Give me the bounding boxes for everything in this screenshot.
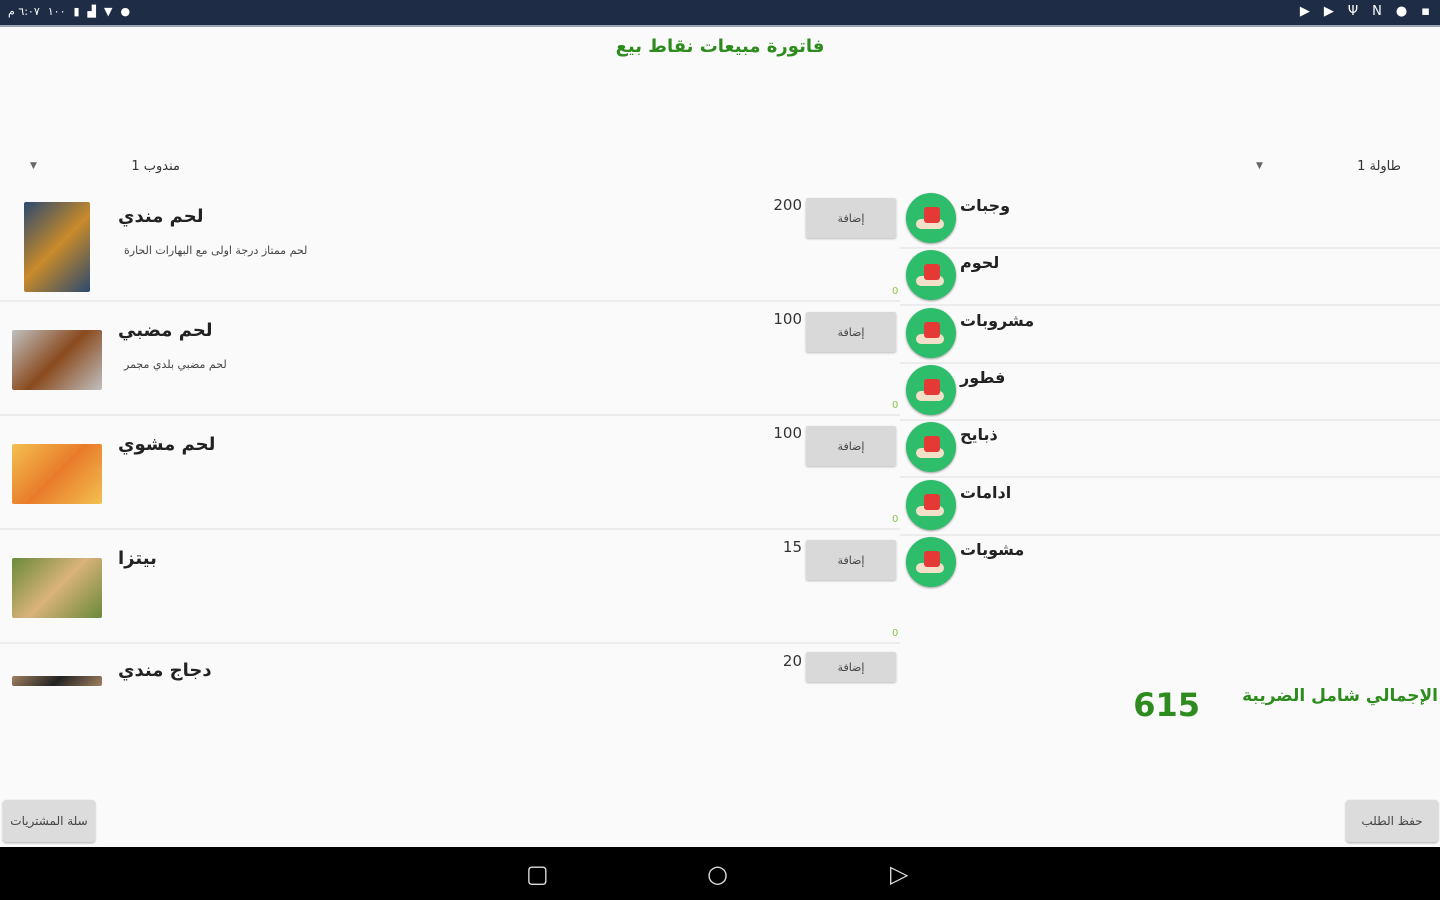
product-price: 15	[782, 538, 802, 556]
food-category-icon	[906, 193, 956, 243]
table-value: طاولة 1	[1357, 158, 1401, 174]
product-price: 200	[773, 196, 802, 214]
battery-icon: ▮	[73, 5, 80, 18]
category-label: مشروبات	[960, 310, 1035, 330]
category-item[interactable]: وجبات	[900, 192, 1440, 249]
play-store-icon: ▶	[1323, 4, 1334, 19]
food-category-icon	[906, 364, 956, 415]
category-label: وجبات	[960, 196, 1011, 215]
cart-button[interactable]: سلة المشتريات	[3, 800, 95, 842]
product-image	[24, 202, 90, 292]
product-row[interactable]: لحم مندي لحم ممتاز درجة اولى مع البهارات…	[0, 190, 900, 302]
product-quantity: 0	[892, 400, 899, 411]
nfc-icon: N	[1372, 4, 1382, 19]
product-row[interactable]: بيتزا 15 إضافة 0	[0, 532, 900, 644]
food-category-icon	[906, 422, 956, 473]
delegate-spinner[interactable]: مندوب 1 ▼	[30, 155, 180, 177]
dropdown-arrow-icon: ▼	[1256, 161, 1263, 171]
product-name: لحم مضبي	[118, 320, 213, 341]
product-image	[12, 444, 102, 504]
page-title: فاتورة مبيعات نقاط بيع	[615, 36, 825, 57]
product-row[interactable]: دجاج مندي 20 إضافة	[0, 646, 900, 696]
back-icon[interactable]: ▷	[890, 860, 909, 888]
product-price: 100	[773, 424, 802, 442]
dropdown-arrow-icon: ▼	[30, 161, 37, 171]
play-store-icon: ▶	[1299, 4, 1310, 19]
food-category-icon	[906, 479, 956, 530]
table-spinner[interactable]: طاولة 1 ▼	[1256, 155, 1401, 177]
product-image	[12, 330, 102, 390]
product-quantity: 0	[892, 514, 899, 525]
category-item[interactable]: ادامات	[900, 479, 1440, 536]
notification-icon: ●	[1395, 4, 1408, 19]
category-label: مشويات	[960, 539, 1025, 559]
product-row[interactable]: لحم مشوي 100 إضافة 0	[0, 418, 900, 530]
product-quantity: 0	[892, 286, 899, 297]
total-value: 615	[1133, 686, 1200, 724]
add-button[interactable]: إضافة	[806, 426, 896, 466]
category-item[interactable]: فطور	[900, 364, 1440, 421]
home-icon[interactable]: ○	[707, 860, 728, 888]
usb-icon: Ψ	[1347, 4, 1359, 19]
product-description: لحم ممتاز درجة اولى مع البهارات الحارة	[124, 244, 308, 257]
sd-card-icon: ▪	[1421, 4, 1430, 19]
product-row[interactable]: لحم مضبي لحم مضبي بلدي مجمر 100 إضافة 0	[0, 304, 900, 416]
category-label: لحوم	[960, 253, 1000, 273]
wifi-icon: ▼	[104, 5, 113, 18]
category-label: ادامات	[960, 482, 1012, 502]
food-category-icon	[906, 536, 956, 587]
add-button[interactable]: إضافة	[806, 540, 896, 580]
clock: ٦:٠٧ م	[8, 5, 40, 18]
product-price: 20	[782, 652, 802, 670]
add-button[interactable]: إضافة	[806, 312, 896, 352]
product-price: 100	[773, 310, 802, 328]
signal-icon: ▟	[87, 5, 97, 18]
circle-icon: ●	[120, 5, 131, 18]
total-label: الإجمالي شامل الضريبة	[1242, 686, 1438, 706]
category-item[interactable]: مشروبات	[900, 307, 1440, 364]
product-name: لحم مندي	[118, 206, 204, 227]
category-item[interactable]: لحوم	[900, 249, 1440, 307]
product-image	[12, 676, 102, 686]
category-label: ذبايح	[960, 425, 998, 445]
product-image	[12, 558, 102, 618]
delegate-value: مندوب 1	[131, 158, 180, 174]
navigation-bar	[0, 847, 1440, 900]
food-category-icon	[906, 250, 956, 301]
add-button[interactable]: إضافة	[806, 198, 896, 238]
battery-level: ١٠٠	[47, 5, 66, 18]
category-item[interactable]: مشويات	[900, 536, 1440, 593]
category-item[interactable]: ذبايح	[900, 421, 1440, 479]
product-name: دجاج مندي	[118, 660, 212, 681]
status-bar: ٦:٠٧ م ١٠٠ ▮ ▟ ▼ ● ▶ ▶ Ψ N ● ▪	[0, 0, 1440, 27]
food-category-icon	[906, 307, 956, 358]
product-quantity: 0	[892, 628, 899, 639]
save-order-button[interactable]: حفظ الطلب	[1346, 800, 1438, 842]
add-button[interactable]: إضافة	[806, 652, 896, 682]
recents-icon[interactable]: ▢	[526, 860, 549, 888]
product-name: بيتزا	[118, 548, 157, 569]
category-label: فطور	[960, 367, 1006, 387]
product-name: لحم مشوي	[118, 434, 216, 455]
product-description: لحم مضبي بلدي مجمر	[124, 358, 227, 371]
